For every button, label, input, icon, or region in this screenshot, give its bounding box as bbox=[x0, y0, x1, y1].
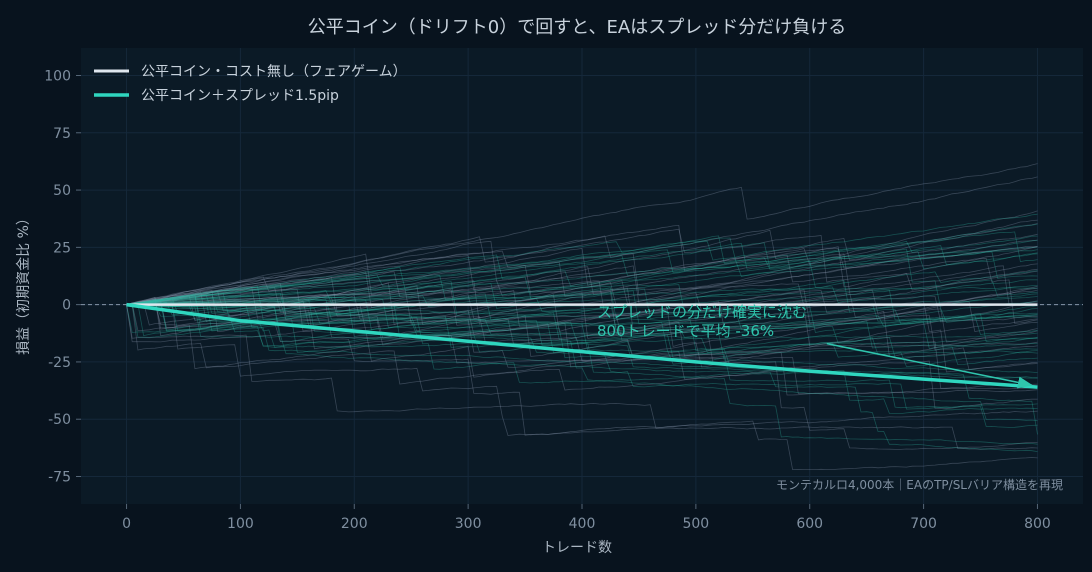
mc-path bbox=[126, 283, 1038, 378]
y-axis-label: 損益（初期資金比 %） bbox=[15, 211, 32, 355]
mc-path bbox=[126, 285, 1038, 357]
x-axis-ticks: 0 100 200 300 400 500 600 700 800 bbox=[122, 504, 1051, 532]
mc-path bbox=[126, 292, 1038, 371]
legend: 公平コイン・コスト無し（フェアゲーム） 公平コイン＋スプレッド1.5pip bbox=[94, 64, 407, 104]
mc-path bbox=[126, 289, 1038, 370]
mc-path bbox=[126, 296, 1038, 450]
mc-path bbox=[126, 235, 1038, 306]
y-tick-label: 100 bbox=[44, 68, 71, 84]
y-tick-label: -50 bbox=[48, 412, 71, 428]
x-tick-label: 300 bbox=[455, 516, 482, 532]
annotation-line-1: スプレッドの分だけ確実に沈む bbox=[597, 303, 807, 321]
series-lines bbox=[81, 302, 1083, 389]
mc-path bbox=[126, 291, 1038, 325]
mc-path bbox=[126, 242, 1038, 323]
x-tick-label: 400 bbox=[569, 516, 596, 532]
x-tick-label: 800 bbox=[1024, 516, 1051, 532]
mc-path bbox=[126, 304, 1038, 428]
y-axis-ticks: -75 -50 -25 0 25 50 75 100 bbox=[44, 68, 81, 486]
mc-path bbox=[126, 268, 1038, 357]
mc-path bbox=[126, 228, 1038, 306]
mc-path bbox=[126, 303, 1038, 378]
mc-path bbox=[126, 285, 1038, 360]
mc-path bbox=[126, 304, 1038, 422]
mc-path bbox=[126, 240, 1038, 357]
mc-path bbox=[126, 224, 1038, 324]
annotation-line-2: 800トレードで平均 -36% bbox=[597, 322, 774, 340]
mc-path bbox=[126, 280, 1038, 346]
x-tick-label: 100 bbox=[227, 516, 254, 532]
mc-path bbox=[126, 279, 1038, 317]
y-tick-label: -25 bbox=[48, 355, 71, 371]
mc-path bbox=[126, 289, 1038, 321]
legend-label-spread: 公平コイン＋スプレッド1.5pip bbox=[141, 88, 339, 104]
mc-path bbox=[126, 285, 1038, 331]
mc-path bbox=[126, 231, 1038, 306]
mc-path bbox=[126, 298, 1038, 349]
mc-path bbox=[126, 300, 1038, 396]
x-tick-label: 200 bbox=[341, 516, 368, 532]
mc-path bbox=[126, 163, 1038, 306]
mc-path bbox=[126, 303, 1038, 435]
mc-path bbox=[126, 237, 1038, 306]
mc-path bbox=[126, 251, 1038, 306]
mc-path bbox=[126, 219, 1038, 323]
y-tick-label: -75 bbox=[48, 470, 71, 486]
mc-path bbox=[126, 298, 1038, 335]
mc-path bbox=[126, 239, 1038, 306]
mc-path bbox=[126, 289, 1038, 346]
mc-path bbox=[126, 302, 1038, 436]
mc-path bbox=[126, 210, 1038, 325]
mc-path bbox=[126, 176, 1038, 306]
mc-path bbox=[126, 303, 1038, 391]
monte-carlo-paths bbox=[126, 163, 1038, 471]
mc-path bbox=[126, 303, 1038, 342]
mc-path bbox=[126, 249, 1038, 323]
mc-path bbox=[126, 239, 1038, 330]
mc-path bbox=[126, 302, 1038, 359]
mc-path bbox=[126, 297, 1038, 354]
footnote: モンテカルロ4,000本｜EAのTP/SLバリア構造を再現 bbox=[776, 478, 1063, 492]
mc-path bbox=[126, 296, 1038, 345]
mc-path bbox=[126, 303, 1038, 373]
mc-path bbox=[126, 283, 1038, 389]
x-tick-label: 700 bbox=[910, 516, 937, 532]
mc-path bbox=[126, 280, 1038, 342]
mc-path bbox=[126, 223, 1038, 306]
mc-path bbox=[126, 288, 1038, 366]
mc-path bbox=[126, 302, 1038, 471]
x-tick-label: 0 bbox=[122, 516, 131, 532]
mc-path bbox=[126, 223, 1038, 306]
annotation-group bbox=[826, 342, 1033, 389]
mc-path bbox=[126, 240, 1038, 306]
mc-path bbox=[126, 246, 1038, 306]
mc-path bbox=[126, 250, 1038, 312]
x-axis-label: トレード数 bbox=[542, 540, 612, 556]
mc-path bbox=[126, 302, 1038, 359]
mc-path bbox=[126, 213, 1038, 306]
mc-path bbox=[126, 279, 1038, 337]
legend-label-fair: 公平コイン・コスト無し（フェアゲーム） bbox=[141, 64, 407, 80]
x-tick-label: 600 bbox=[796, 516, 823, 532]
chart-title: 公平コイン（ドリフト0）で回すと、EAはスプレッド分だけ負ける bbox=[308, 17, 846, 38]
gridlines bbox=[81, 48, 1083, 504]
mc-path bbox=[126, 282, 1038, 368]
x-tick-label: 500 bbox=[682, 516, 709, 532]
annotation-arrow bbox=[826, 342, 1033, 389]
series-line-spread bbox=[126, 302, 1038, 389]
mc-path bbox=[126, 304, 1038, 450]
mc-path bbox=[126, 300, 1038, 348]
y-tick-label: 0 bbox=[62, 298, 71, 314]
y-tick-label: 25 bbox=[53, 240, 71, 256]
y-tick-label: 75 bbox=[53, 126, 71, 142]
mc-path bbox=[126, 293, 1038, 338]
mc-path bbox=[126, 280, 1038, 358]
mc-path bbox=[126, 284, 1038, 322]
y-tick-label: 50 bbox=[53, 183, 71, 199]
mc-path bbox=[126, 304, 1038, 410]
mc-path bbox=[126, 274, 1038, 341]
mc-path bbox=[126, 246, 1038, 319]
mc-path bbox=[126, 242, 1038, 314]
